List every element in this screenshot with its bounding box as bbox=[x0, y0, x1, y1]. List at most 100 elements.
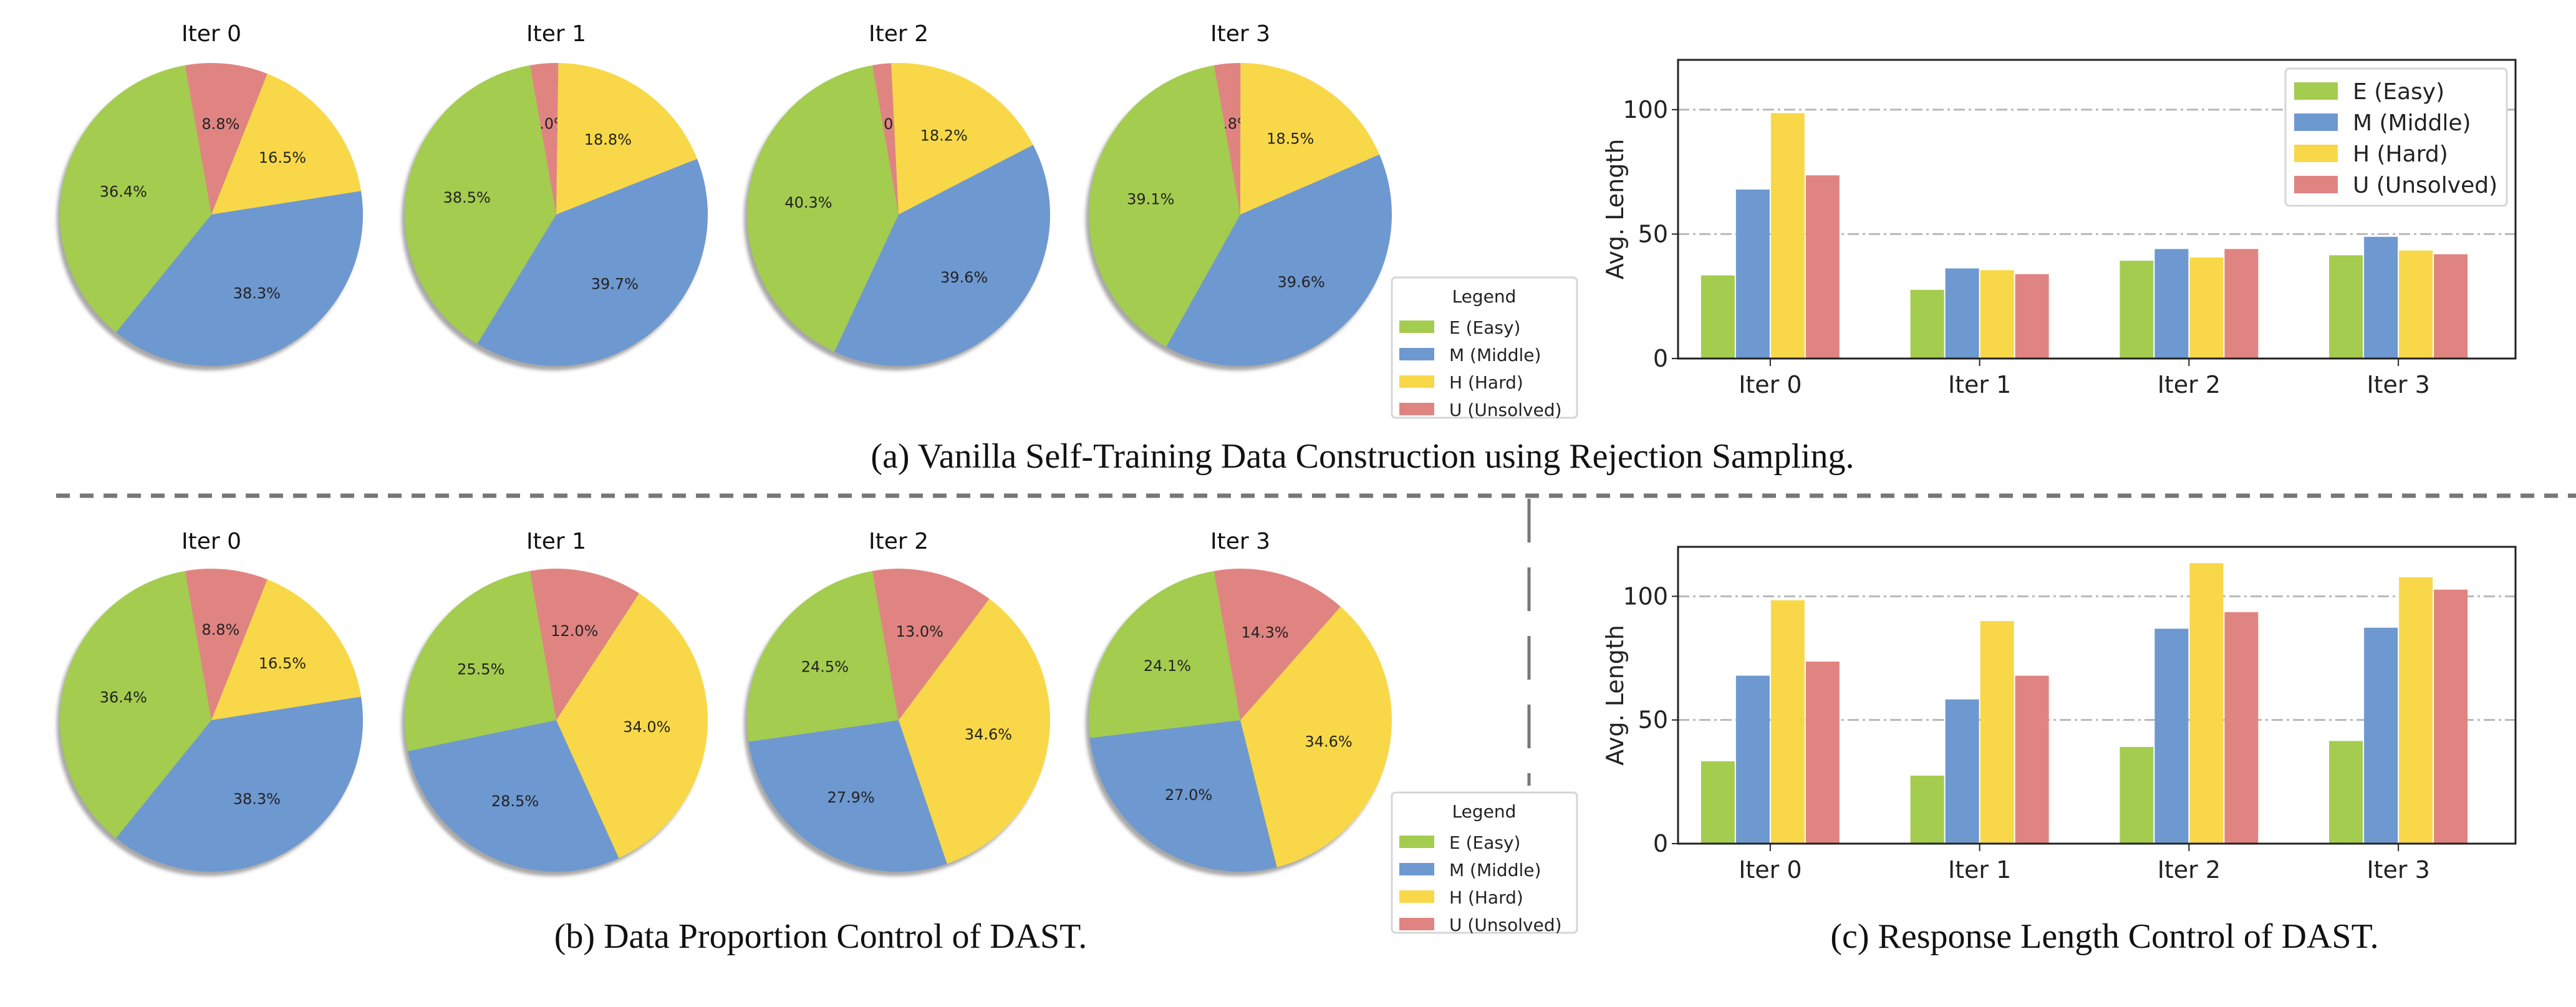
pie-slice-E bbox=[747, 65, 899, 352]
pie-slice-M bbox=[834, 145, 1051, 367]
bar-U bbox=[1805, 175, 1840, 359]
pie-slice-label: 38.5% bbox=[443, 189, 491, 206]
bar-chart-a: 0 50 100 Iter 0 Iter 1 Iter 2 Iter 3 Avg. Lengt… bbox=[1601, 59, 2517, 398]
pie-slice-label: 27.0% bbox=[1165, 786, 1212, 804]
bar-H bbox=[2399, 250, 2433, 359]
pie-chart: Iter 3 14.3% 34.6% 27.0% 24.1% bbox=[1086, 529, 1392, 876]
pie-slice-U bbox=[1213, 63, 1241, 214]
legend-swatch-U bbox=[1399, 918, 1434, 930]
legend-swatch-H bbox=[1399, 375, 1434, 388]
bar-E bbox=[1910, 775, 1944, 844]
bar-M bbox=[2154, 629, 2189, 844]
bar-M bbox=[1945, 268, 1979, 359]
pie-slice-label: 12.0% bbox=[551, 622, 598, 640]
y-tick-label: 100 bbox=[1623, 96, 1668, 123]
pie-slice-M bbox=[1089, 720, 1277, 872]
bar-M bbox=[1735, 675, 1770, 844]
bar-H bbox=[2189, 257, 2224, 359]
bar-chart-c: 0 50 100 Iter 0 Iter 1 Iter 2 Iter 3 Avg. Lengt… bbox=[1601, 546, 2517, 884]
bar-U bbox=[1805, 662, 1840, 844]
pie-slice-H bbox=[1240, 606, 1392, 867]
pie-slice-label: 18.8% bbox=[584, 131, 632, 148]
pie-slice-H bbox=[556, 63, 698, 215]
pie-slice-label: 16.5% bbox=[259, 655, 306, 672]
legend-label: M (Middle) bbox=[1449, 345, 1541, 365]
y-tick-label: 100 bbox=[1623, 582, 1668, 610]
legend-swatch-E bbox=[1399, 320, 1434, 333]
x-tick-label: Iter 0 bbox=[1739, 856, 1802, 884]
pie-slice-label: 39.7% bbox=[591, 276, 639, 293]
y-axis-label: Avg. Length bbox=[1601, 139, 1629, 280]
pie-slice-label: 38.3% bbox=[233, 284, 281, 302]
bar-E bbox=[2329, 255, 2363, 359]
bar-legend: E (Easy) M (Middle) H (Hard) U (Unsolved) bbox=[2284, 67, 2508, 207]
bar-H bbox=[1770, 113, 1805, 359]
bar-U bbox=[2434, 589, 2468, 844]
legend-label: H (Hard) bbox=[1449, 372, 1523, 393]
legend-label: E (Easy) bbox=[1449, 832, 1520, 853]
bar-U bbox=[2434, 254, 2468, 359]
pie-slice-label: 36.4% bbox=[100, 689, 147, 706]
pie-slice-U bbox=[872, 63, 899, 215]
pie-slice-E bbox=[747, 571, 899, 742]
pie-title: Iter 0 bbox=[181, 21, 241, 47]
pie-slice-label: 39.1% bbox=[1127, 191, 1174, 208]
pie-legends: Legend E (Easy) M (Middle) H (Hard) U (Unsol… bbox=[1391, 276, 1578, 935]
pie-slice-label: 39.6% bbox=[1278, 273, 1325, 291]
bar-E bbox=[2329, 741, 2363, 844]
legend-title: Legend bbox=[1452, 286, 1517, 307]
bar-H bbox=[1980, 270, 2014, 359]
x-tick-label: Iter 2 bbox=[2158, 371, 2221, 398]
legend-box: Legend E (Easy) M (Middle) H (Hard) U (Unsol… bbox=[1391, 276, 1578, 420]
legend-swatch-H bbox=[1399, 890, 1434, 903]
pie-slice-M bbox=[116, 696, 363, 872]
legend-swatch-E bbox=[1399, 836, 1434, 848]
bar-M bbox=[2364, 627, 2398, 844]
pie-slice-label: 25.5% bbox=[457, 660, 504, 678]
legend-label: U (Unsolved) bbox=[1449, 400, 1562, 420]
bar-E bbox=[2120, 261, 2154, 359]
bar-legend-label: H (Hard) bbox=[2353, 142, 2448, 167]
bar-H bbox=[2189, 563, 2224, 844]
pie-slice-label: 34.6% bbox=[965, 726, 1012, 743]
pie-slice-E bbox=[60, 65, 212, 332]
pie-slice-U bbox=[185, 63, 268, 214]
pie-slice-H bbox=[891, 63, 1033, 214]
y-tick-label: 0 bbox=[1653, 345, 1668, 372]
y-tick-label: 50 bbox=[1638, 220, 1668, 248]
pie-slice-label: 8.8% bbox=[201, 115, 239, 133]
pie-slice-label: 40.3% bbox=[784, 194, 832, 211]
pie-title: Iter 1 bbox=[526, 529, 586, 554]
pie-slice-U bbox=[185, 569, 268, 720]
pie-slice-U bbox=[529, 63, 559, 214]
pie-slice-label: 28.5% bbox=[491, 793, 539, 810]
bar-legend-swatch-U bbox=[2294, 176, 2338, 193]
pie-slice-label: 38.3% bbox=[233, 790, 281, 807]
pie-slice-U bbox=[872, 568, 990, 720]
pie-title: Iter 1 bbox=[526, 21, 586, 47]
bar-legend-swatch-M bbox=[2294, 113, 2338, 131]
x-tick-label: Iter 1 bbox=[1948, 371, 2011, 398]
x-tick-label: Iter 3 bbox=[2366, 856, 2429, 884]
pie-group-b: Iter 0 8.8% 16.5% 38.3% 36.4% Iter 1 12.0% 34.0… bbox=[57, 529, 1392, 876]
pie-slice-label: 36.4% bbox=[100, 183, 147, 201]
bar-legend-label: M (Middle) bbox=[2353, 110, 2471, 136]
bar-E bbox=[2120, 746, 2154, 844]
bar-H bbox=[1980, 621, 2014, 844]
y-tick-label: 50 bbox=[1638, 706, 1668, 734]
pie-chart: Iter 0 8.8% 16.5% 38.3% 36.4% bbox=[57, 529, 363, 876]
caption-c: (c) Response Length Control of DAST. bbox=[1830, 917, 2378, 956]
pie-slice-label: 34.0% bbox=[623, 718, 670, 736]
legend-swatch-U bbox=[1399, 403, 1434, 415]
bar-U bbox=[2015, 274, 2049, 359]
pie-slice-E bbox=[1089, 571, 1240, 738]
bar-legend-swatch-H bbox=[2294, 145, 2338, 162]
legend-label: H (Hard) bbox=[1449, 887, 1523, 908]
legend-box: Legend E (Easy) M (Middle) H (Hard) U (Unsol… bbox=[1391, 791, 1578, 935]
bar-E bbox=[1910, 289, 1944, 359]
pie-title: Iter 0 bbox=[181, 529, 241, 554]
caption-a: (a) Vanilla Self-Training Data Construct… bbox=[871, 437, 1854, 476]
legend-label: U (Unsolved) bbox=[1449, 915, 1562, 935]
y-axis-label: Avg. Length bbox=[1601, 625, 1629, 766]
